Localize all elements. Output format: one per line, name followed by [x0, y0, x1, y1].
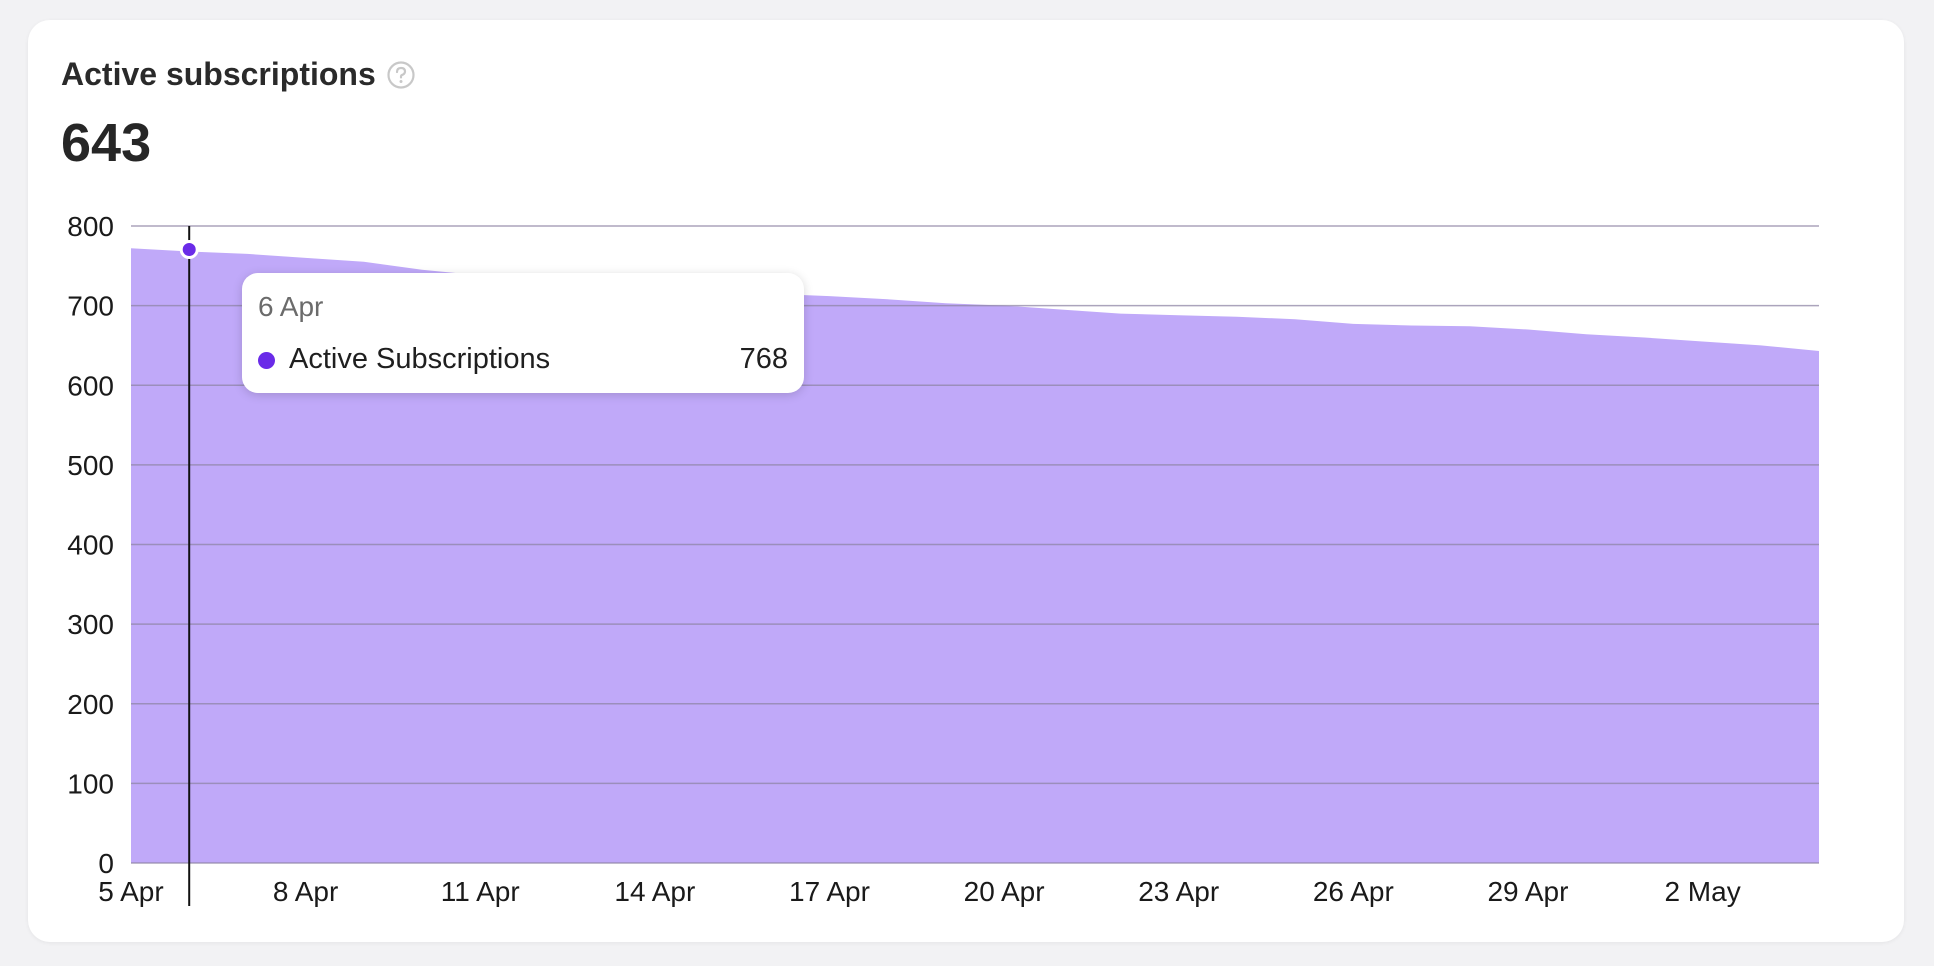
chart-title: Active subscriptions	[61, 56, 376, 92]
x-tick-label: 20 Apr	[964, 876, 1045, 907]
x-tick-label: 8 Apr	[273, 876, 338, 907]
y-tick-label: 500	[67, 450, 114, 481]
y-axis-ticks: 0 100 200 300 400 500 600 700 800	[67, 211, 114, 879]
x-tick-label: 23 Apr	[1138, 876, 1219, 907]
x-tick-label: 14 Apr	[614, 876, 695, 907]
y-tick-label: 600	[67, 370, 114, 401]
x-tick-label: 5 Apr	[98, 876, 163, 907]
y-tick-label: 200	[67, 689, 114, 720]
y-tick-label: 300	[67, 609, 114, 640]
hover-layer	[179, 226, 199, 906]
series-dot-icon	[258, 352, 275, 369]
x-tick-label: 2 May	[1664, 876, 1740, 907]
x-tick-label: 26 Apr	[1313, 876, 1394, 907]
y-tick-label: 700	[67, 291, 114, 322]
question-circle-icon[interactable]	[386, 60, 416, 90]
x-tick-label: 11 Apr	[441, 876, 520, 907]
tooltip-value: 768	[739, 343, 788, 375]
area-layer	[131, 248, 1819, 864]
y-tick-label: 0	[98, 848, 114, 879]
x-tick-label: 17 Apr	[789, 876, 870, 907]
tooltip-date: 6 Apr	[258, 291, 324, 322]
y-tick-label: 100	[67, 768, 114, 799]
x-tick-label: 29 Apr	[1487, 876, 1568, 907]
hover-point	[179, 239, 199, 259]
series-area-active-subscriptions	[131, 248, 1819, 864]
current-value: 643	[61, 113, 152, 173]
y-tick-label: 800	[67, 211, 114, 242]
tooltip: 6 Apr Active Subscriptions 768	[242, 273, 804, 393]
y-tick-label: 400	[67, 530, 114, 561]
title-row: Active subscriptions	[61, 56, 416, 93]
x-axis-ticks: 5 Apr 8 Apr 11 Apr 14 Apr 17 Apr 20 Apr 23 Apr…	[98, 876, 1740, 907]
tooltip-series-name: Active Subscriptions	[289, 343, 551, 375]
